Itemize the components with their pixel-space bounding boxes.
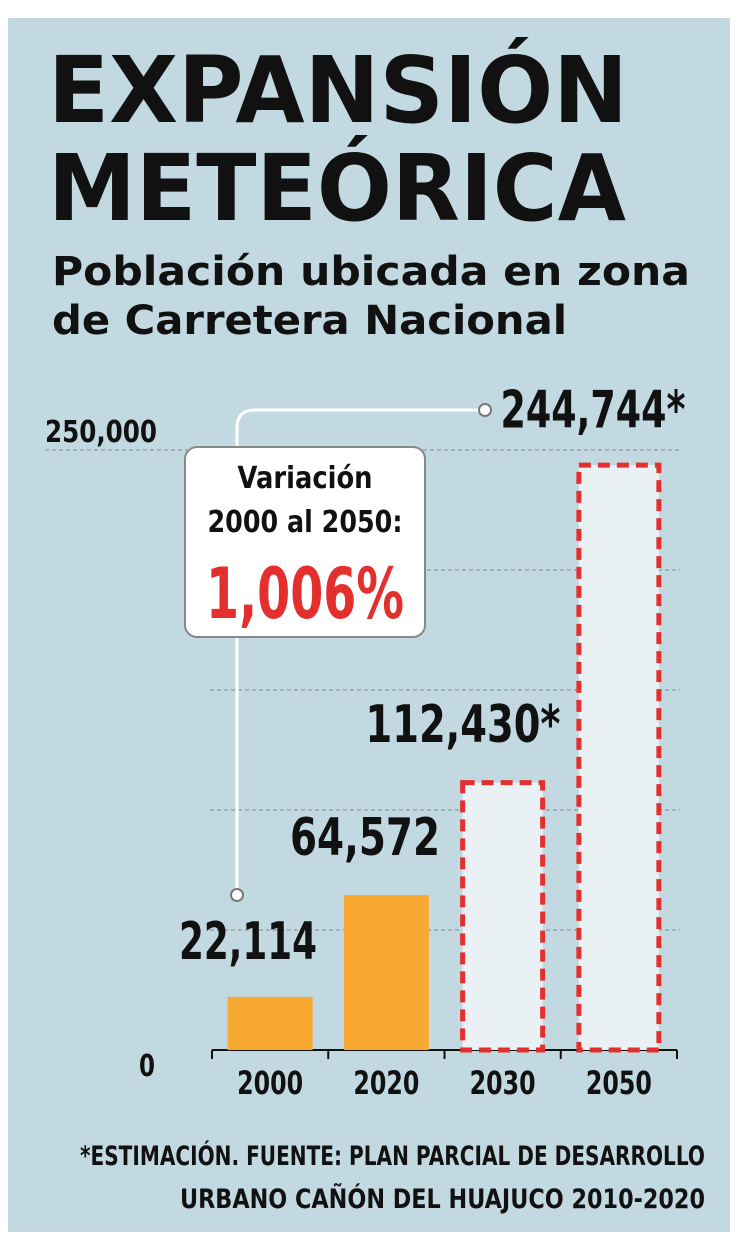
x-tick-label: 2020 — [353, 1064, 419, 1102]
connector — [235, 408, 485, 895]
value-label: 64,572 — [290, 808, 440, 868]
bar — [460, 780, 546, 1053]
callout-box — [184, 446, 426, 638]
footnote: URBANO CAÑÓN DEL HUAJUCO 2010-2020 — [180, 1183, 705, 1215]
callout-value: 1,006% — [206, 553, 404, 635]
chart-title: METEÓRICA — [48, 133, 626, 242]
y-tick-label: 250,000 — [45, 415, 157, 450]
bar — [576, 462, 662, 1053]
x-tick-label: 2000 — [237, 1064, 303, 1102]
callout-text: 2000 al 2050: — [208, 505, 403, 540]
callout-text: Variación — [238, 461, 373, 496]
y-tick-label: 0 — [139, 1049, 155, 1084]
value-label: 244,744* — [501, 381, 686, 441]
bar — [227, 996, 313, 1050]
chart-subtitle: Población ubicada en zona — [52, 249, 690, 295]
connector-dot — [478, 403, 492, 417]
connector-dot — [230, 888, 244, 902]
bar — [343, 895, 429, 1050]
value-label: 22,114 — [179, 912, 317, 972]
chart-title: EXPANSIÓN — [48, 35, 628, 144]
x-tick-label: 2030 — [470, 1064, 536, 1102]
x-tick-label: 2050 — [586, 1064, 652, 1102]
chart-subtitle: de Carretera Nacional — [52, 298, 567, 344]
footnote: *ESTIMACIÓN. FUENTE: PLAN PARCIAL DE DES… — [80, 1140, 705, 1172]
value-label: 112,430* — [366, 695, 561, 755]
